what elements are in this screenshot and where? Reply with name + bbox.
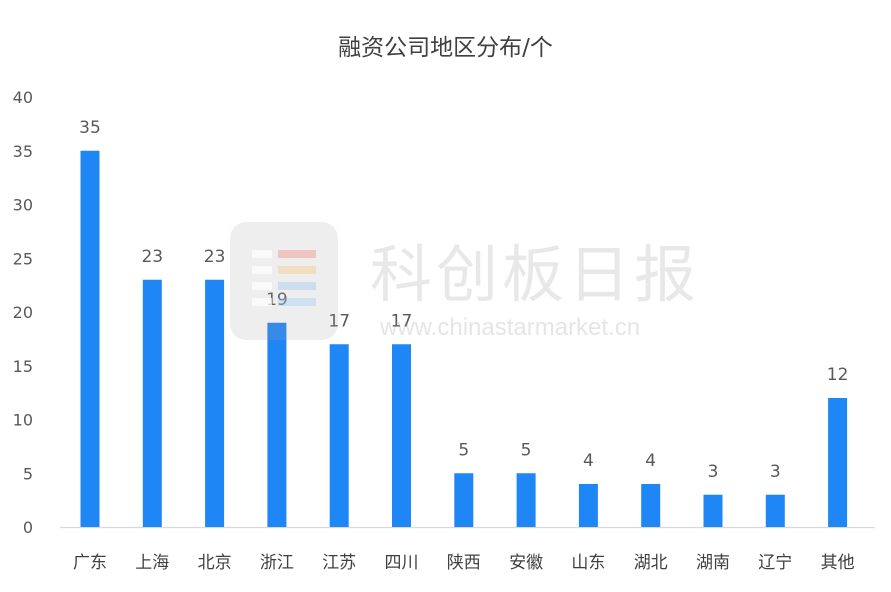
bar-8[interactable] bbox=[516, 473, 536, 527]
bar-5[interactable] bbox=[329, 344, 349, 527]
bar-9[interactable] bbox=[578, 484, 598, 527]
data-label: 3 bbox=[770, 462, 781, 482]
data-label: 3 bbox=[708, 462, 719, 482]
y-tick-label: 0 bbox=[23, 518, 33, 537]
y-tick-label: 10 bbox=[13, 411, 33, 430]
y-tick-label: 5 bbox=[23, 464, 33, 483]
x-tick-label: 四川 bbox=[385, 553, 419, 573]
y-tick-label: 20 bbox=[13, 303, 33, 322]
x-tick-label: 上海 bbox=[135, 553, 169, 573]
data-label: 23 bbox=[204, 247, 226, 267]
data-label: 17 bbox=[391, 311, 413, 331]
chart-title: 融资公司地区分布/个 bbox=[338, 35, 553, 61]
data-label: 17 bbox=[328, 311, 350, 331]
bar-4[interactable] bbox=[267, 322, 287, 527]
x-tick-label: 安徽 bbox=[509, 553, 543, 573]
y-tick-label: 15 bbox=[13, 357, 33, 376]
x-tick-label: 山东 bbox=[571, 553, 605, 573]
bar-3[interactable] bbox=[205, 279, 225, 527]
x-tick-label: 陕西 bbox=[447, 553, 481, 573]
x-tick-label: 湖北 bbox=[634, 553, 668, 573]
data-label: 23 bbox=[141, 247, 163, 267]
data-label: 4 bbox=[583, 451, 594, 471]
bar-10[interactable] bbox=[641, 484, 661, 527]
data-label: 4 bbox=[645, 451, 656, 471]
x-tick-label: 湖南 bbox=[696, 553, 730, 573]
data-label: 5 bbox=[521, 440, 532, 460]
data-label: 12 bbox=[827, 365, 849, 385]
bar-13[interactable] bbox=[828, 398, 848, 527]
bar-6[interactable] bbox=[392, 344, 411, 527]
bar-7[interactable] bbox=[454, 473, 474, 527]
y-tick-label: 40 bbox=[13, 88, 33, 107]
bar-12[interactable] bbox=[765, 494, 785, 527]
y-tick-label: 30 bbox=[13, 196, 33, 215]
x-tick-label: 浙江 bbox=[260, 553, 294, 573]
x-tick-label: 北京 bbox=[198, 553, 232, 573]
data-label: 35 bbox=[79, 118, 101, 138]
bar-1[interactable] bbox=[80, 150, 100, 527]
y-tick-label: 35 bbox=[13, 142, 33, 161]
bar-11[interactable] bbox=[703, 494, 723, 527]
data-label: 5 bbox=[458, 440, 469, 460]
y-tick-label: 25 bbox=[13, 249, 33, 268]
data-label: 19 bbox=[266, 290, 288, 310]
x-tick-label: 江苏 bbox=[322, 553, 356, 573]
bar-2[interactable] bbox=[142, 279, 162, 527]
x-tick-label: 辽宁 bbox=[758, 553, 792, 573]
x-tick-label: 广东 bbox=[73, 553, 107, 573]
x-tick-label: 其他 bbox=[821, 553, 855, 573]
